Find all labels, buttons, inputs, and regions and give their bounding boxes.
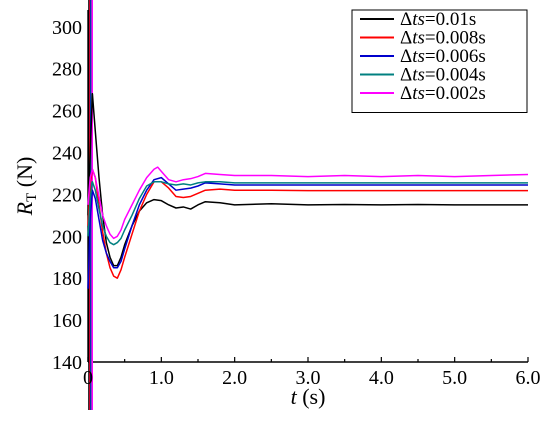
legend-box	[351, 9, 528, 113]
x-axis-label-unit: (s)	[297, 384, 326, 409]
x-tick-label: 5.0	[442, 367, 467, 389]
y-axis-label-unit: (N)	[12, 157, 37, 193]
x-tick-label: 4.0	[369, 367, 394, 389]
y-axis-label-symbol: R	[12, 201, 37, 216]
x-axis-label-symbol: t	[291, 384, 298, 409]
legend-entry: Δts=0.002s	[400, 83, 486, 104]
y-tick-label: 140	[52, 352, 82, 374]
legend-entry: Δts=0.01s	[400, 9, 476, 30]
x-tick-label: 0	[83, 367, 93, 389]
series-line	[87, 166, 529, 240]
legend-entry: Δts=0.004s	[400, 65, 486, 86]
x-tick-label: 6.0	[516, 367, 541, 389]
y-axis-label-subscript: T	[24, 193, 40, 202]
y-tick-label: 300	[52, 17, 82, 39]
x-tick-label: 3.0	[296, 367, 321, 389]
y-tick-labels: 140 160 180 200 220 240 260 280 300	[52, 17, 82, 374]
y-axis-label: RT (N)	[12, 157, 40, 217]
y-tick-label: 240	[52, 142, 82, 164]
series-layer	[87, 0, 529, 410]
x-axis-label: t (s)	[291, 384, 326, 409]
x-tick-label: 1.0	[149, 367, 174, 389]
y-tick-label: 160	[52, 310, 82, 332]
series-line	[87, 176, 528, 289]
series-line	[87, 93, 528, 267]
legend-entry: Δts=0.008s	[400, 28, 486, 49]
x-tick-label: 2.0	[222, 367, 247, 389]
legend-entry: Δts=0.006s	[400, 46, 486, 67]
y-tick-label: 260	[52, 101, 82, 123]
y-tick-label: 220	[52, 184, 82, 206]
y-tick-label: 180	[52, 268, 82, 290]
series-line	[87, 181, 528, 246]
legend: Δts=0.01sΔts=0.008sΔts=0.006sΔts=0.004sΔ…	[351, 9, 528, 113]
x-tick-labels: 0 1.0 2.0 3.0 4.0 5.0 6.0	[83, 367, 541, 389]
y-tick-label: 200	[52, 226, 82, 248]
y-tick-label: 280	[52, 59, 82, 81]
